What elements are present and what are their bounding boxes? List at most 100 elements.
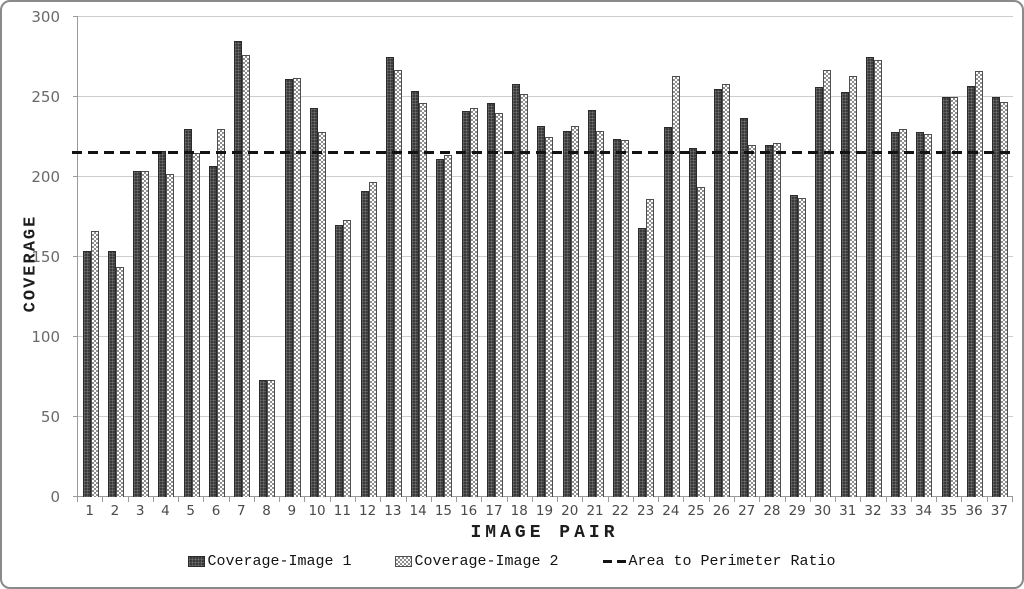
legend-item-coverage-image-2: Coverage-Image 2 (395, 553, 559, 570)
x-tick-22 (632, 497, 634, 502)
bar-group-pair-21 (583, 17, 608, 497)
bar-image1-pair-8 (259, 380, 268, 497)
bar-image2-pair-16 (469, 108, 478, 497)
bar-image1-pair-37 (992, 97, 1001, 497)
bar-image1-pair-35 (941, 97, 950, 497)
y-tick-0 (73, 496, 78, 497)
x-axis-title: IMAGE PAIR (470, 523, 619, 543)
bar-image1-pair-36 (966, 85, 975, 497)
x-tick-label-33: 33 (889, 503, 907, 519)
x-tick-32 (885, 497, 887, 502)
bar-image2-pair-31 (848, 76, 857, 497)
x-tick-8 (279, 497, 281, 502)
x-tick-24 (683, 497, 685, 502)
bar-image2-pair-29 (798, 197, 807, 497)
x-tick-18 (531, 497, 533, 502)
x-tick-0 (77, 497, 78, 502)
y-tick-150 (73, 256, 78, 257)
y-tick-50 (73, 416, 78, 417)
bar-image1-pair-24 (663, 127, 672, 497)
bar-image2-pair-30 (823, 69, 832, 497)
bar-image2-pair-12 (368, 181, 377, 497)
y-tick-label-0: 0 (50, 488, 60, 506)
x-tick-25 (708, 497, 710, 502)
bar-group-pair-12 (356, 17, 381, 497)
x-tick-27 (759, 497, 761, 502)
bar-group-pair-3 (129, 17, 154, 497)
bar-image2-pair-13 (393, 69, 402, 497)
bar-image2-pair-26 (722, 84, 731, 497)
x-tick-28 (784, 497, 786, 502)
x-tick-label-1: 1 (85, 503, 94, 519)
gridline-300 (78, 16, 1013, 17)
bar-image2-pair-9 (292, 77, 301, 497)
bar-image2-pair-28 (772, 143, 781, 497)
bar-image2-pair-20 (570, 125, 579, 497)
bar-group-pair-35 (937, 17, 962, 497)
bar-image1-pair-25 (689, 148, 697, 497)
x-tick-label-23: 23 (636, 503, 655, 519)
x-tick-1 (102, 497, 104, 502)
y-axis-labels: 0 50 100 150 200 250 300 (2, 8, 70, 506)
x-tick-label-16: 16 (460, 503, 478, 519)
x-tick-label-18: 18 (510, 503, 528, 519)
bar-image1-pair-30 (815, 87, 824, 497)
bar-image2-pair-21 (595, 130, 604, 497)
bar-image2-pair-10 (318, 132, 327, 497)
x-tick-17 (506, 497, 508, 502)
bar-image1-pair-10 (310, 108, 319, 497)
bar-group-pair-31 (836, 17, 861, 497)
x-tick-15 (456, 497, 458, 502)
y-tick-250 (73, 96, 78, 97)
bar-image1-pair-27 (739, 117, 748, 497)
bar-image2-pair-24 (671, 76, 680, 497)
bar-group-pair-14 (406, 17, 431, 497)
bar-image2-pair-4 (166, 173, 175, 497)
plot-area (72, 16, 1013, 497)
y-tick-label-250: 250 (31, 88, 60, 106)
x-tick-label-21: 21 (586, 503, 604, 519)
bar-image1-pair-21 (587, 109, 596, 497)
legend-label-image1: Coverage-Image 1 (207, 553, 352, 570)
x-tick-26 (734, 497, 736, 502)
bar-image1-pair-14 (411, 90, 420, 497)
bar-image2-pair-18 (520, 93, 529, 497)
y-tick-label-300: 300 (31, 8, 60, 26)
bar-group-pair-9 (280, 17, 305, 497)
bar-image1-pair-22 (613, 138, 622, 497)
bar-group-pair-11 (331, 17, 356, 497)
bar-group-pair-19 (533, 17, 558, 497)
x-tick-20 (582, 497, 584, 502)
x-tick-label-25: 25 (687, 503, 705, 519)
bar-group-pair-6 (204, 17, 229, 497)
bar-group-pair-2 (103, 17, 128, 497)
y-tick-label-200: 200 (31, 168, 60, 186)
legend-item-reference-line: Area to Perimeter Ratio (602, 553, 836, 570)
bar-image1-pair-33 (891, 132, 900, 497)
y-tick-label-100: 100 (31, 328, 60, 346)
legend-dash-icon (602, 560, 627, 563)
y-tick-200 (73, 176, 78, 177)
bar-image2-pair-15 (444, 154, 453, 497)
x-axis-labels: 1 2 3 4 5 6 7 8 9 10 11 12 13 14 15 16 17 18 19 20 21 22 23 24 2… (77, 503, 1012, 521)
y-tick-label-150: 150 (31, 248, 60, 266)
bar-image1-pair-26 (714, 89, 723, 497)
x-tick-label-20: 20 (561, 503, 579, 519)
bar-group-pair-28 (760, 17, 785, 497)
bar-image1-pair-15 (436, 159, 445, 497)
x-tick-4 (178, 497, 180, 502)
gridline-250 (78, 96, 1013, 97)
bar-group-pair-4 (154, 17, 179, 497)
bar-image1-pair-28 (764, 145, 773, 497)
y-tick-label-50: 50 (40, 408, 60, 426)
bar-group-pair-16 (457, 17, 482, 497)
x-tick-31 (860, 497, 862, 502)
bar-group-pair-26 (710, 17, 735, 497)
x-tick-label-3: 3 (135, 503, 145, 519)
bar-image1-pair-4 (158, 151, 167, 497)
bar-image2-pair-14 (419, 103, 428, 497)
x-tick-label-36: 36 (965, 503, 983, 519)
y-tick-100 (73, 336, 78, 337)
bar-image2-pair-5 (191, 153, 200, 497)
